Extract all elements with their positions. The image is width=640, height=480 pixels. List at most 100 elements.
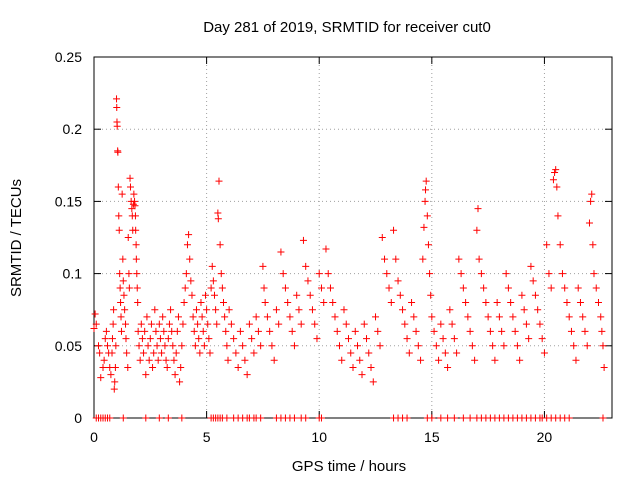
data-point xyxy=(133,270,141,278)
data-point xyxy=(95,342,103,350)
data-point xyxy=(376,342,384,350)
data-point xyxy=(171,371,179,379)
data-point xyxy=(112,342,120,350)
y-tick-label: 0.25 xyxy=(55,49,82,65)
data-point xyxy=(281,284,289,292)
data-point xyxy=(152,327,160,335)
data-point xyxy=(153,342,161,350)
x-tick-label: 15 xyxy=(424,429,440,445)
data-point xyxy=(408,298,416,306)
data-point xyxy=(109,320,117,328)
data-point xyxy=(378,234,386,241)
data-point xyxy=(119,255,127,263)
x-axis-label: GPS time / hours xyxy=(292,458,406,475)
data-point xyxy=(471,356,479,364)
data-point xyxy=(317,414,325,422)
data-point xyxy=(143,313,151,321)
data-point xyxy=(392,255,400,263)
data-point xyxy=(432,342,440,350)
data-point xyxy=(186,255,194,263)
data-point xyxy=(374,327,382,335)
data-point xyxy=(232,349,240,357)
data-point xyxy=(351,327,359,335)
x-tick-label: 10 xyxy=(311,429,327,445)
data-point xyxy=(113,95,121,103)
data-point xyxy=(162,356,170,364)
data-point xyxy=(146,335,154,343)
data-point xyxy=(290,342,298,350)
data-point xyxy=(245,320,253,328)
data-point xyxy=(520,306,528,314)
data-point xyxy=(423,212,431,220)
data-point xyxy=(448,320,456,328)
x-tick-label: 20 xyxy=(537,429,553,445)
data-point xyxy=(114,183,122,191)
data-point xyxy=(554,212,562,220)
data-point xyxy=(534,306,542,314)
y-tick-label: 0.1 xyxy=(63,266,83,282)
data-point xyxy=(117,298,125,306)
data-point xyxy=(177,363,185,371)
data-point xyxy=(522,320,530,328)
data-point xyxy=(349,363,357,371)
data-point xyxy=(531,291,539,299)
data-point xyxy=(142,414,150,422)
data-point xyxy=(252,313,260,321)
data-point xyxy=(290,414,298,422)
data-point xyxy=(553,183,561,191)
data-point xyxy=(385,284,393,292)
data-point xyxy=(145,356,153,364)
data-point xyxy=(206,349,214,357)
data-point xyxy=(581,327,589,335)
data-point xyxy=(173,327,181,335)
data-point xyxy=(132,255,140,263)
data-point xyxy=(117,327,125,335)
data-point xyxy=(486,327,494,335)
data-point xyxy=(504,284,512,292)
data-point xyxy=(295,306,303,314)
data-point xyxy=(195,335,203,343)
data-point xyxy=(322,245,330,253)
data-point xyxy=(214,215,222,223)
data-point xyxy=(405,349,413,357)
data-point xyxy=(430,327,438,335)
data-point xyxy=(91,310,99,318)
data-point xyxy=(257,342,265,350)
data-point xyxy=(387,298,395,306)
data-point xyxy=(137,320,145,328)
data-point xyxy=(194,320,202,328)
data-point xyxy=(381,255,389,263)
data-point xyxy=(159,313,167,321)
data-point xyxy=(462,298,470,306)
data-point xyxy=(190,327,198,335)
data-point xyxy=(590,270,598,278)
data-point xyxy=(115,212,123,220)
data-point xyxy=(216,241,224,249)
data-point xyxy=(122,335,130,343)
data-point xyxy=(598,327,606,335)
data-point xyxy=(585,219,593,227)
data-point xyxy=(203,306,211,314)
data-point xyxy=(138,335,146,343)
data-point xyxy=(302,414,310,422)
data-point xyxy=(113,122,121,130)
data-point xyxy=(207,284,215,292)
data-point xyxy=(474,205,482,213)
data-point xyxy=(450,335,458,343)
data-point xyxy=(224,356,232,364)
data-point xyxy=(495,313,503,321)
y-axis-label: SRMTID / TECUs xyxy=(8,179,25,297)
data-point xyxy=(441,349,449,357)
data-point xyxy=(188,291,196,299)
data-point xyxy=(100,356,108,364)
data-point xyxy=(200,342,208,350)
data-point xyxy=(218,284,226,292)
data-point xyxy=(158,349,166,357)
data-point xyxy=(588,190,596,198)
data-point xyxy=(563,298,571,306)
data-point xyxy=(403,414,411,422)
data-point xyxy=(275,320,283,328)
data-point xyxy=(420,223,428,231)
data-point xyxy=(329,298,337,306)
